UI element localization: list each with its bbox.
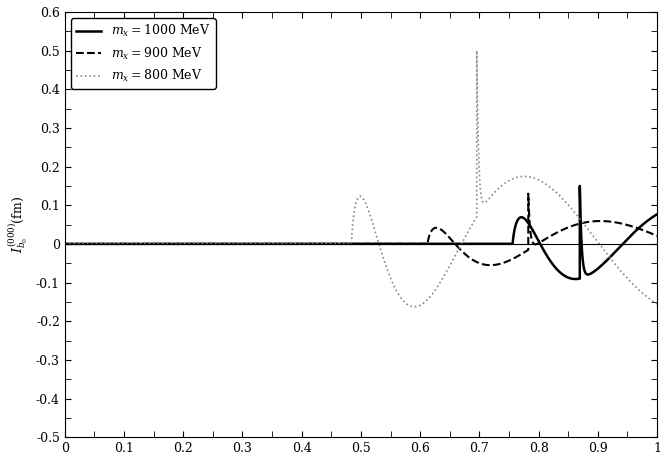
Line: $m_x = 800$ MeV: $m_x = 800$ MeV — [65, 51, 657, 307]
$m_x = 1000$ MeV — [418, 241, 426, 247]
$m_x = 900$ MeV — [382, 241, 390, 247]
$m_x = 1000$ MeV — [653, 212, 661, 217]
Y-axis label: $I_{b_0}^{(000)}({\rm fm})$: $I_{b_0}^{(000)}({\rm fm})$ — [7, 196, 30, 253]
$m_x = 1000$ MeV — [576, 183, 584, 188]
$m_x = 900$ MeV — [418, 241, 426, 247]
$m_x = 800$ MeV — [203, 241, 211, 247]
$m_x = 800$ MeV — [288, 241, 296, 247]
$m_x = 900$ MeV — [203, 241, 211, 247]
$m_x = 1000$ MeV — [61, 241, 69, 247]
$m_x = 800$ MeV — [61, 241, 69, 247]
Line: $m_x = 1000$ MeV: $m_x = 1000$ MeV — [65, 186, 657, 279]
$m_x = 900$ MeV — [653, 233, 661, 239]
$m_x = 800$ MeV — [382, 263, 390, 269]
Line: $m_x = 900$ MeV: $m_x = 900$ MeV — [65, 194, 657, 265]
Legend: $m_x = 1000$ MeV, $m_x = 900$ MeV, $m_x = 800$ MeV: $m_x = 1000$ MeV, $m_x = 900$ MeV, $m_x … — [71, 18, 216, 89]
$m_x = 900$ MeV — [524, 191, 532, 196]
$m_x = 800$ MeV — [410, 304, 418, 310]
$m_x = 1000$ MeV — [288, 241, 296, 247]
$m_x = 800$ MeV — [500, 181, 508, 186]
$m_x = 1000$ MeV — [572, 276, 580, 282]
$m_x = 800$ MeV — [418, 302, 426, 307]
$m_x = 1000$ MeV — [101, 241, 109, 247]
$m_x = 800$ MeV — [473, 48, 481, 54]
$m_x = 1000$ MeV — [203, 241, 211, 247]
$m_x = 900$ MeV — [101, 241, 109, 247]
$m_x = 1000$ MeV — [500, 241, 508, 247]
$m_x = 1000$ MeV — [382, 241, 390, 247]
$m_x = 900$ MeV — [500, 260, 508, 265]
$m_x = 800$ MeV — [101, 241, 109, 247]
$m_x = 900$ MeV — [486, 262, 494, 268]
$m_x = 800$ MeV — [653, 301, 661, 307]
$m_x = 900$ MeV — [288, 241, 296, 247]
$m_x = 900$ MeV — [61, 241, 69, 247]
